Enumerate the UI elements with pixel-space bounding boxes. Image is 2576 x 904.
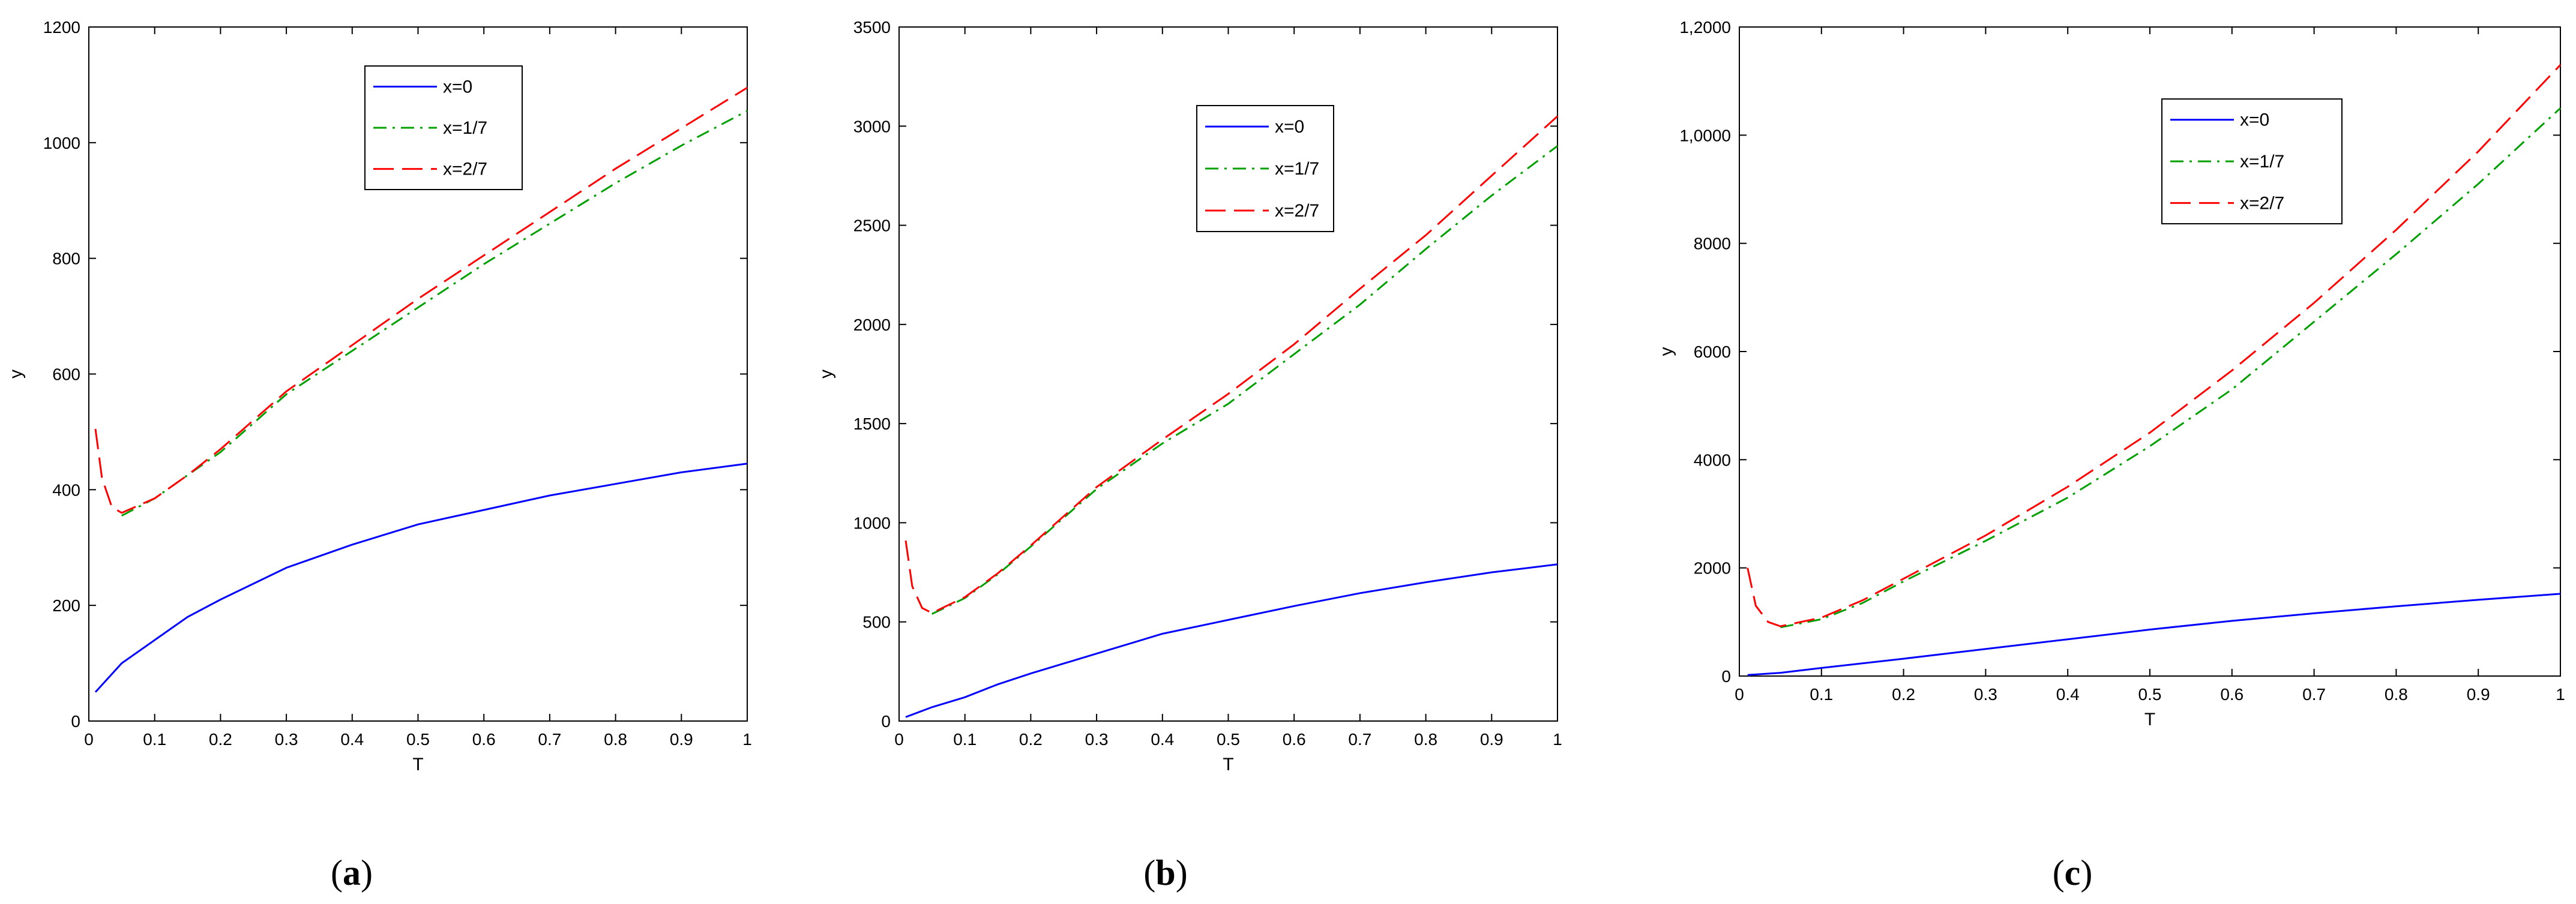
series-line-x-1-7 [1780,107,2562,629]
caption-paren-close: ) [1176,853,1188,893]
x-tick-label: 0.2 [209,730,232,749]
series-line-x-0 [1747,593,2561,676]
y-tick-label: 1000 [853,513,891,532]
caption-paren-close: ) [361,853,373,893]
y-tick-label: 8000 [1694,235,1731,253]
y-tick-label: 2000 [1694,559,1731,578]
x-tick-label: 0 [1735,685,1744,704]
x-tick-label: 0.6 [1283,730,1306,749]
y-tick-label: 1,0000 [1679,126,1731,145]
y-tick-label: 3500 [853,18,891,37]
y-tick-label: 500 [862,613,891,632]
caption-letter: b [1155,853,1175,893]
y-tick-label: 200 [52,596,80,615]
x-tick-label: 0.7 [538,730,561,749]
x-tick-label: 0 [84,730,94,749]
caption-letter: a [343,853,361,893]
x-tick-label: 0.2 [1019,730,1043,749]
x-tick-label: 1 [742,730,752,749]
x-tick-label: 0.7 [2302,685,2326,704]
x-axis-label: T [412,755,423,774]
x-tick-label: 0.6 [2220,685,2243,704]
series-line-x-0 [905,563,1558,718]
panel-caption: (a) [331,853,373,893]
x-tick-label: 0.7 [1348,730,1371,749]
legend-label: x=0 [1275,117,1304,137]
series-line-x-0 [94,462,748,693]
caption-letter: c [2065,853,2081,893]
x-tick-label: 1 [2556,685,2565,704]
x-tick-label: 0 [894,730,904,749]
series-line-x-2-7 [904,115,1559,614]
legend-label: x=2/7 [2240,193,2284,213]
legend: x=0 x=1/7 x=2/7 [1196,105,1334,232]
x-tick-label: 0.6 [472,730,496,749]
x-tick-label: 0.4 [340,730,364,749]
y-axis-label: y [6,370,26,379]
x-tick-label: 0.9 [2467,685,2490,704]
y-tick-label: 0 [1721,667,1731,686]
y-axis-label: y [1657,347,1676,356]
x-tick-label: 0.1 [143,730,166,749]
caption-paren-close: ) [2080,853,2092,893]
chart-c: 0 0.1 0.2 0.3 0.4 0.5 0.6 0.7 0.8 0.9 1 0 2000 4000 60… [1657,18,2565,729]
x-tick-label: 0.4 [2056,685,2080,704]
y-tick-label: 2500 [853,217,891,235]
legend-label: x=0 [2240,110,2269,130]
y-tick-label: 2000 [853,316,891,334]
chart-b: 0 0.1 0.2 0.3 0.4 0.5 0.6 0.7 0.8 0.9 1 0 500 1000 150… [816,18,1562,774]
x-tick-label: 0.5 [1217,730,1240,749]
x-tick-label: 0.3 [275,730,298,749]
series-line-x-1-7 [121,110,748,517]
x-tick-label: 0.2 [1892,685,1915,704]
x-tick-label: 0.8 [604,730,627,749]
x-tick-label: 1 [1553,730,1562,749]
y-tick-label: 800 [52,250,80,268]
x-tick-label: 0.5 [2138,685,2162,704]
y-tick-label: 1200 [43,18,80,37]
x-tick-label: 0.8 [1414,730,1437,749]
y-tick-label: 3000 [853,117,891,136]
caption-paren-open: ( [1143,853,1155,893]
y-tick-label: 400 [52,480,80,499]
legend-label: x=0 [443,77,472,97]
y-tick-label: 1500 [853,415,891,433]
y-tick-label: 6000 [1694,343,1731,361]
x-axis-label: T [1223,755,1233,774]
x-tick-label: 0.1 [953,730,977,749]
x-tick-label: 0.1 [1810,685,1833,704]
x-tick-label: 0.3 [1974,685,1997,704]
panel-caption: (c) [2053,853,2093,893]
x-tick-label: 0.9 [1480,730,1503,749]
x-tick-label: 0.9 [670,730,693,749]
legend: x=0 x=1/7 x=2/7 [2161,98,2343,224]
series-line-x-2-7 [94,86,748,514]
series-line-x-2-7 [1747,64,2562,627]
x-tick-label: 0.5 [406,730,430,749]
y-tick-label: 1000 [43,134,80,152]
legend: x=0 x=1/7 x=2/7 [364,65,523,190]
legend-label: x=1/7 [2240,152,2284,172]
y-tick-label: 600 [52,365,80,384]
legend-label: x=1/7 [443,118,487,138]
x-axis-label: T [2144,710,2155,729]
caption-paren-open: ( [2053,853,2065,893]
legend-label: x=2/7 [1275,201,1319,221]
x-tick-label: 0.4 [1151,730,1174,749]
y-axis-label: y [816,370,836,379]
panel-caption: (b) [1143,853,1187,893]
legend-label: x=2/7 [443,160,487,179]
x-tick-label: 0.8 [2385,685,2408,704]
y-tick-label: 0 [881,712,891,731]
chart-a: 0 0.1 0.2 0.3 0.4 0.5 0.6 0.7 0.8 0.9 1 0 200 400 600 8… [6,18,752,774]
x-tick-label: 0.3 [1085,730,1109,749]
y-tick-label: 1,2000 [1679,18,1731,37]
y-tick-label: 4000 [1694,451,1731,469]
y-tick-label: 0 [71,712,80,731]
legend-label: x=1/7 [1275,159,1319,179]
caption-paren-open: ( [331,853,343,893]
